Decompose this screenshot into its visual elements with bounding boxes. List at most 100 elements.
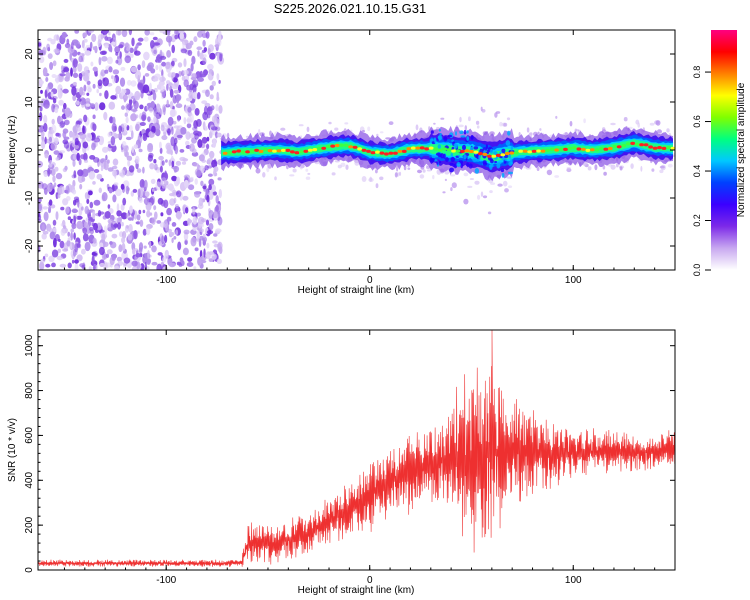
noise-blob [160,180,164,186]
noise-blob [152,91,157,101]
noise-blob [117,30,121,36]
noise-blob [43,104,50,109]
noise-blob [112,69,120,75]
noise-blob [60,223,64,227]
noise-blob [147,62,154,70]
noise-blob [51,103,56,113]
y-tick-label: 0 [24,147,35,153]
noise-blob [141,60,146,68]
noise-blob [156,54,162,63]
noise-blob [91,142,96,151]
noise-blob [174,34,179,40]
noise-blob [203,47,208,52]
noise-blob [133,151,136,156]
noise-blob [58,150,66,154]
noise-blob [129,205,133,214]
noise-blob [171,222,177,227]
noise-blob [105,253,109,258]
noise-blob [103,261,108,270]
noise-blob [88,212,91,217]
noise-blob [59,240,65,249]
noise-blob [143,179,148,190]
halo-dot [529,132,533,137]
noise-blob [168,262,176,268]
noise-blob [138,209,142,215]
noise-blob [49,136,52,142]
halo-dot [361,176,367,182]
noise-blob [135,43,139,49]
noise-blob [60,65,64,71]
noise-blob [51,249,59,258]
noise-blob [159,49,163,57]
noise-blob [92,114,96,120]
noise-blob [86,92,90,97]
noise-blob [106,56,113,65]
noise-blob [197,257,202,266]
ridge-speckle [437,144,441,149]
noise-blob [166,50,172,58]
noise-blob [40,89,43,94]
noise-blob [129,125,133,133]
noise-blob [117,222,122,230]
noise-blob [186,262,194,267]
noise-blob [83,221,89,228]
ridge-speckle [438,161,442,164]
noise-blob [100,69,106,77]
noise-blob [147,258,152,264]
noise-blob [197,139,203,148]
noise-blob [98,56,102,66]
noise-blob [149,163,155,170]
noise-blob [74,30,80,34]
ridge-speckle [456,162,461,167]
noise-blob [48,208,51,214]
noise-blob [102,146,109,153]
noise-blob [51,124,57,134]
colorbar-tick-label: 0.4 [692,165,702,178]
ridge-core [343,143,349,147]
noise-blob [107,131,112,138]
noise-blob [175,211,182,220]
noise-blob [147,154,153,162]
ridge-speckle [430,130,434,134]
noise-blob [112,158,119,166]
noise-blob [184,179,189,189]
halo-dot [616,163,619,168]
noise-blob [92,237,97,244]
halo-dot [554,175,560,178]
ridge-core [231,150,237,154]
noise-blob [63,58,69,63]
noise-blob [183,69,189,75]
noise-blob [99,262,105,267]
ridge-core [415,146,421,150]
noise-blob [173,165,180,173]
noise-blob [130,190,134,197]
ridge-speckle [466,130,469,134]
noise-blob [99,50,107,56]
ridge-core [437,148,443,152]
noise-blob [182,247,189,256]
noise-blob [147,95,153,101]
noise-blob [122,197,127,206]
ridge-core [585,148,591,152]
noise-blob [101,233,106,243]
ridge-speckle [468,163,473,169]
noise-blob [137,188,141,198]
noise-blob [126,103,133,111]
noise-blob [55,172,63,180]
ridge-core [281,148,286,152]
noise-region [38,30,225,270]
ridge-speckle [489,148,494,154]
halo-dot [474,180,480,185]
noise-blob [114,46,121,54]
noise-blob [54,106,59,114]
halo-dot [508,185,513,188]
noise-blob [59,121,66,128]
noise-blob [125,212,130,219]
noise-blob [161,69,164,77]
noise-blob [155,64,159,71]
halo-dot [630,163,634,169]
noise-blob [78,158,82,166]
halo-dot [635,119,640,125]
noise-blob [169,232,175,236]
noise-blob [200,30,206,34]
